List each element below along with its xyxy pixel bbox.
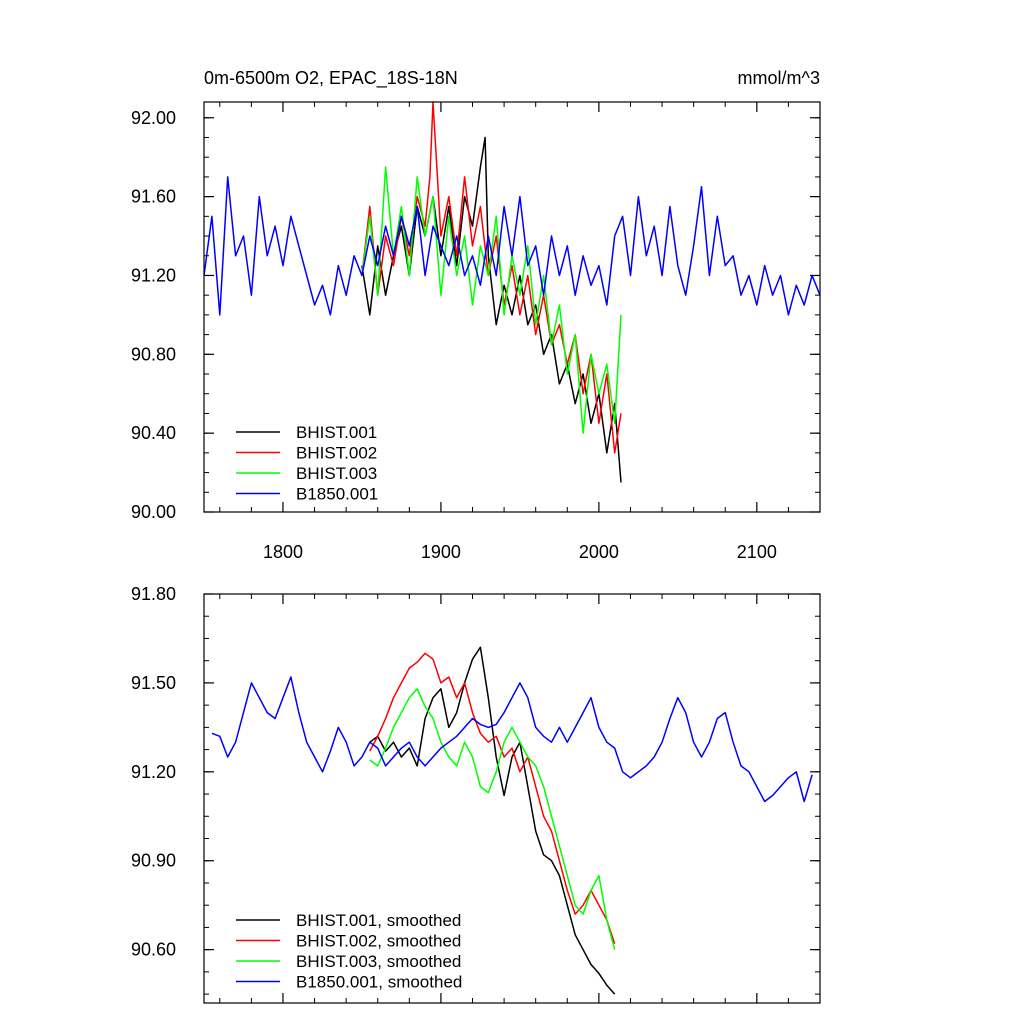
top-y-tick-label: 90.40	[131, 423, 176, 443]
top-y-tick-label: 90.00	[131, 502, 176, 522]
bottom-plot: 90.60 90.90 91.20 91.50 91.80 BHIST.001, smoo…	[131, 584, 821, 1004]
top-y-tick-label: 91.20	[131, 265, 176, 285]
top-legend-label: BHIST.001	[296, 423, 377, 442]
top-series-line-1	[361, 136, 622, 483]
top-plot: 90.00 90.40 90.80 91.20 91.60 92.00 1800 1900 20…	[131, 101, 821, 562]
top-y-tick-label: 90.80	[131, 344, 176, 364]
bottom-y-tick-label: 91.80	[131, 584, 176, 604]
top-x-tick-label: 1900	[421, 542, 461, 562]
top-chart-units: mmol/m^3	[738, 68, 820, 88]
bottom-legend-label: BHIST.001, smoothed	[296, 911, 461, 930]
bottom-y-tick-label: 90.60	[131, 940, 176, 960]
bottom-y-tick-label: 91.20	[131, 762, 176, 782]
top-y-tick-label: 92.00	[131, 108, 176, 128]
top-series-line-3	[361, 166, 622, 434]
bottom-plot-frame	[203, 593, 821, 1004]
bottom-y-tick-label: 90.90	[131, 851, 176, 871]
bottom-legend-label: BHIST.002, smoothed	[296, 932, 461, 951]
top-legend-label: BHIST.002	[296, 444, 377, 463]
bottom-legend-label: BHIST.003, smoothed	[296, 952, 461, 971]
top-x-tick-label: 1800	[263, 542, 303, 562]
bottom-series-line-1	[369, 646, 616, 995]
bottom-series-line-4	[211, 676, 813, 803]
top-y-tick-label: 91.60	[131, 187, 176, 207]
bottom-legend-label: B1850.001, smoothed	[296, 973, 462, 992]
top-legend-label: B1850.001	[296, 485, 378, 504]
top-x-tick-label: 2100	[737, 542, 777, 562]
top-plot-frame	[203, 101, 821, 513]
bottom-y-tick-label: 91.50	[131, 673, 176, 693]
bottom-series-line-2	[369, 652, 616, 944]
top-legend-label: BHIST.003	[296, 464, 377, 483]
top-chart-title: 0m-6500m O2, EPAC_18S-18N	[204, 68, 458, 89]
top-x-tick-label: 2000	[579, 542, 619, 562]
top-series-line-4	[203, 176, 821, 316]
bottom-series-line-3	[369, 688, 616, 950]
